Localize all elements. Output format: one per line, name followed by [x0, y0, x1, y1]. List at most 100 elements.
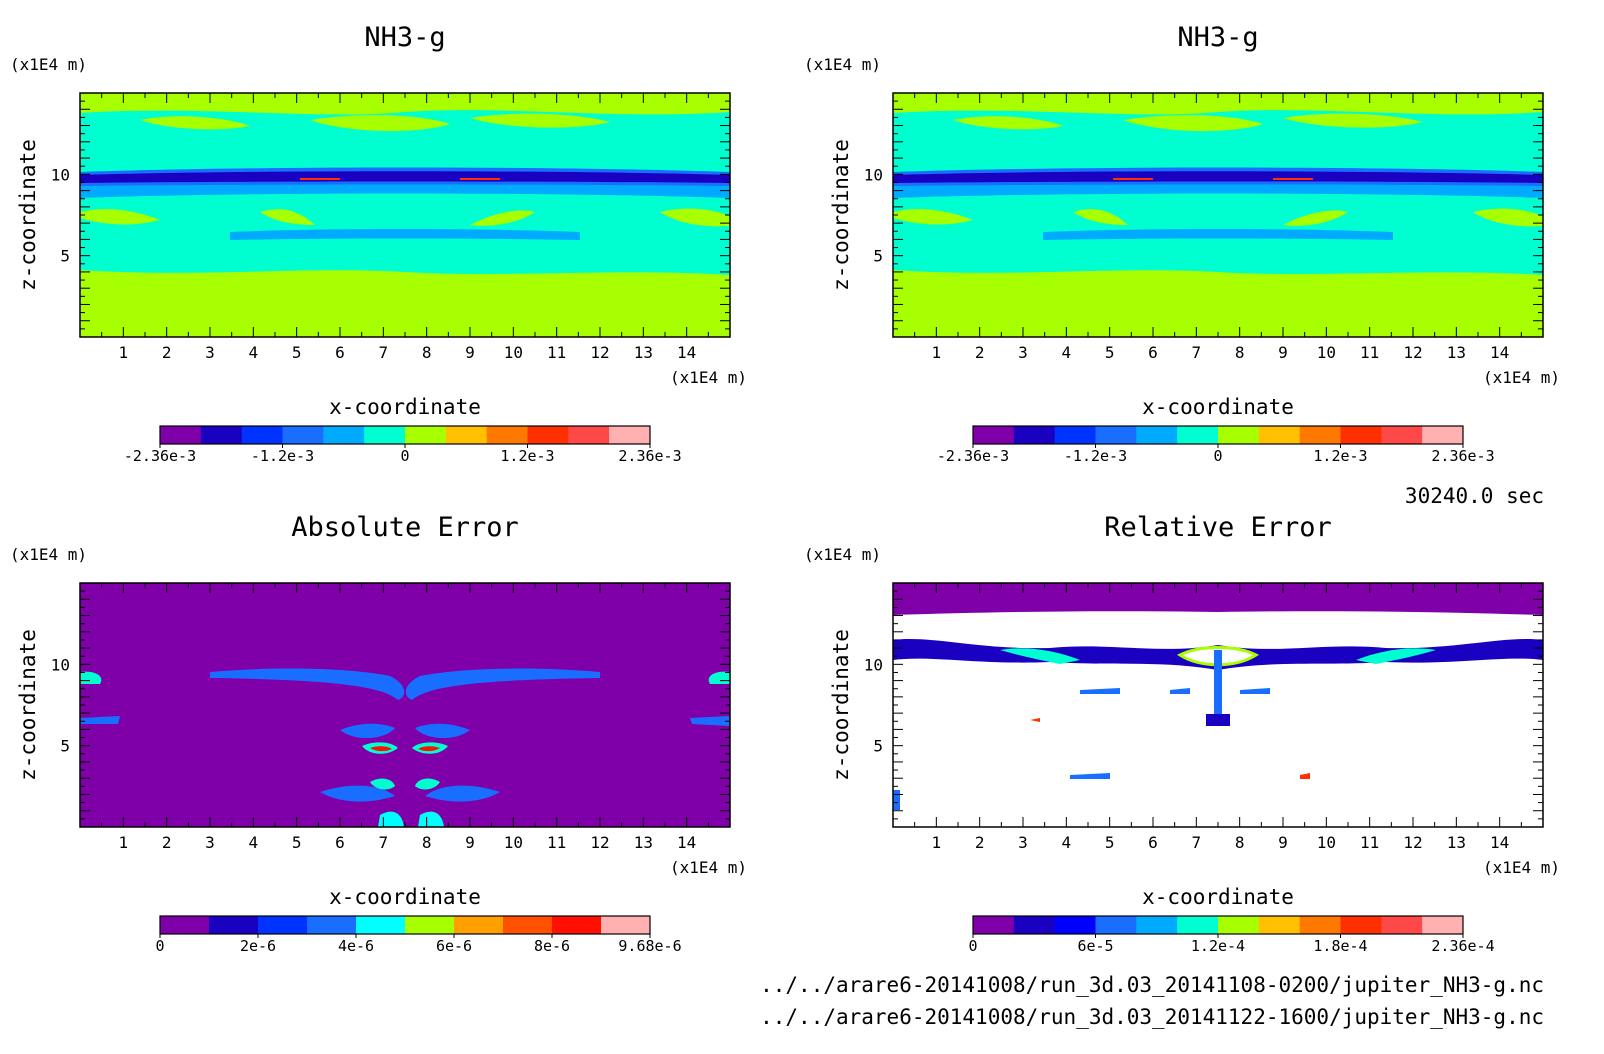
x-tick-label: 9 — [465, 833, 475, 852]
colorbar-tick-label: 6e-6 — [436, 937, 472, 955]
colorbar-tick-label: 2.36e-4 — [1431, 937, 1494, 955]
colorbar-segment — [973, 426, 1015, 444]
x-tick-label: 4 — [249, 833, 259, 852]
x-tick-label: 3 — [1018, 833, 1028, 852]
y-tick-label: 10 — [51, 165, 70, 184]
x-tick-label: 5 — [292, 343, 302, 362]
colorbar-segment — [307, 916, 357, 934]
colorbar-layer: -2.36e-3 -1.2e-3 0 1.2e-3 2.36e-3 -2.36e-3 -1.… — [124, 425, 1495, 955]
colorbar-segment — [405, 426, 447, 444]
x-tick-label: 3 — [1018, 343, 1028, 362]
x-tick-label: 14 — [677, 833, 696, 852]
y-unit-label-bottom-left: (x1E4 m) — [10, 545, 87, 564]
x-axis-label-bottom-left: x-coordinate — [329, 885, 481, 909]
x-tick-label: 9 — [1278, 833, 1288, 852]
colorbar-segment — [1422, 916, 1464, 934]
colorbar-tick-label: 2.36e-3 — [618, 447, 681, 465]
x-tick-label: 7 — [379, 343, 389, 362]
x-tick-label: 12 — [590, 343, 609, 362]
colorbar-segment — [1054, 916, 1096, 934]
colorbar-segment — [1340, 916, 1382, 934]
x-unit-label-bottom-left: (x1E4 m) — [670, 858, 747, 877]
x-tick-label: 3 — [205, 343, 215, 362]
x-tick-label: 1 — [932, 833, 942, 852]
x-tick-label: 8 — [422, 343, 432, 362]
x-axis-label-top-right: x-coordinate — [1142, 395, 1294, 419]
x-tick-label: 10 — [1317, 343, 1336, 362]
chart-title-bottom-right: Relative Error — [1104, 512, 1332, 543]
colorbar-tick-label: 0 — [968, 937, 977, 955]
x-tick-label: 10 — [504, 343, 523, 362]
colorbar-tick-label: 1.8e-4 — [1313, 937, 1367, 955]
x-tick-label: 12 — [590, 833, 609, 852]
colorbar-segment — [1258, 426, 1301, 444]
field-shapes-nh3g-left — [80, 93, 730, 337]
x-tick-label: 8 — [1235, 833, 1245, 852]
y-axis-label-top-left: z-coordinate — [16, 139, 40, 291]
colorbar-segment — [160, 916, 210, 934]
colorbar-segment — [1218, 426, 1260, 444]
x-unit-label-bottom-right: (x1E4 m) — [1483, 858, 1560, 877]
colorbar-segment — [1177, 916, 1219, 934]
colorbar-segment — [454, 916, 504, 934]
x-tick-label: 4 — [1062, 343, 1072, 362]
colorbar-segment — [1054, 426, 1096, 444]
x-tick-label: 8 — [422, 833, 432, 852]
colorbar-tick-label: -2.36e-3 — [124, 447, 196, 465]
colorbar-segment — [323, 426, 365, 444]
x-tick-label: 7 — [1192, 833, 1202, 852]
colorbar-segment — [1136, 916, 1178, 934]
x-tick-label: 6 — [335, 833, 345, 852]
colorbar-segment — [973, 916, 1015, 934]
x-axis-label-top-left: x-coordinate — [329, 395, 481, 419]
x-tick-label: 5 — [292, 833, 302, 852]
x-tick-label: 10 — [504, 833, 523, 852]
colorbar-segment — [1340, 426, 1382, 444]
x-tick-label: 1 — [932, 343, 942, 362]
x-tick-label: 7 — [379, 833, 389, 852]
x-tick-label: 9 — [1278, 343, 1288, 362]
x-tick-label: 13 — [634, 343, 653, 362]
colorbar-segment — [601, 916, 651, 934]
x-tick-label: 2 — [975, 833, 985, 852]
x-tick-label: 3 — [205, 833, 215, 852]
x-tick-label: 14 — [677, 343, 696, 362]
colorbar-tick-label: 2.36e-3 — [1431, 447, 1494, 465]
colorbar-segment — [1299, 916, 1341, 934]
x-tick-label: 14 — [1490, 343, 1509, 362]
colorbar-segment — [1013, 426, 1056, 444]
colorbar-frame — [159, 915, 651, 935]
x-tick-label: 6 — [1148, 833, 1158, 852]
colorbar-segment — [356, 916, 406, 934]
colorbar-segment — [200, 426, 243, 444]
colorbar-tick-label: 8e-6 — [534, 937, 570, 955]
colorbar-tick-label: -2.36e-3 — [937, 447, 1009, 465]
colorbar-tick-label: -1.2e-3 — [251, 447, 314, 465]
y-unit-label-top-left: (x1E4 m) — [10, 55, 87, 74]
colorbar-segment — [1381, 426, 1423, 444]
colorbar-segment — [282, 426, 324, 444]
colorbar-segment — [405, 916, 455, 934]
colorbar-tick-label: 9.68e-6 — [618, 937, 681, 955]
x-tick-label: 12 — [1403, 343, 1422, 362]
y-tick-label: 10 — [864, 165, 883, 184]
y-tick-label: 5 — [60, 737, 70, 756]
x-tick-label: 11 — [547, 833, 566, 852]
x-tick-label: 7 — [1192, 343, 1202, 362]
x-tick-label: 11 — [1360, 343, 1379, 362]
y-axis-label-top-right: z-coordinate — [829, 139, 853, 291]
x-tick-label: 1 — [119, 833, 129, 852]
chart-title-bottom-left: Absolute Error — [291, 512, 519, 543]
x-tick-label: 4 — [1062, 833, 1072, 852]
file-path-1: ../../arare6-20141008/run_3d.03_20141108… — [760, 973, 1544, 997]
colorbar-segment — [1136, 426, 1178, 444]
x-unit-label-top-right: (x1E4 m) — [1483, 368, 1560, 387]
colorbar-segment — [1258, 916, 1301, 934]
colorbar-segment — [1218, 916, 1260, 934]
x-tick-label: 12 — [1403, 833, 1422, 852]
time-label: 30240.0 sec — [1405, 484, 1544, 508]
x-unit-label-top-left: (x1E4 m) — [670, 368, 747, 387]
colorbar-tick-label: 0 — [1213, 447, 1222, 465]
